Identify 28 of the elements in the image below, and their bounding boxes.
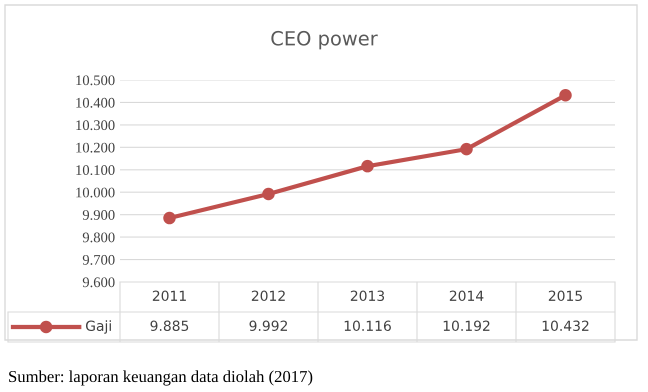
y-tick-label: 10.300 — [76, 120, 115, 130]
chart-title: CEO power — [271, 30, 378, 50]
y-tick-label: 9.800 — [82, 232, 115, 242]
data-label: 10.116 — [344, 320, 391, 332]
x-tick-label: 2012 — [252, 290, 285, 302]
y-tick-label: 10.500 — [76, 75, 115, 86]
data-label: 9.885 — [150, 320, 188, 332]
y-tick-label: 9.900 — [82, 210, 115, 220]
data-label: 10.192 — [444, 320, 490, 332]
text: Sumber: laporan keuangan data diolah (2017) — [9, 370, 312, 386]
y-tick-label: 10.100 — [76, 165, 115, 176]
y-tick-label: 10.400 — [76, 98, 115, 108]
x-tick-label: 2011 — [152, 290, 186, 302]
point — [262, 188, 275, 200]
point — [460, 142, 473, 156]
y-tick-label: 9.600 — [82, 277, 115, 288]
data-label: 10.432 — [542, 320, 588, 332]
data-label: 9.992 — [249, 320, 287, 332]
point — [559, 89, 572, 102]
y-tick-label: 10.000 — [76, 188, 115, 198]
x-tick-label: 2015 — [548, 290, 582, 302]
y-tick-label: 9.700 — [82, 254, 115, 265]
point — [163, 212, 176, 224]
y-tick-label: 10.200 — [76, 142, 115, 153]
x-tick-label: 2014 — [450, 290, 484, 302]
legend-label: Gaji — [86, 320, 111, 334]
x-tick-label: 2013 — [350, 290, 384, 302]
point — [361, 160, 374, 172]
